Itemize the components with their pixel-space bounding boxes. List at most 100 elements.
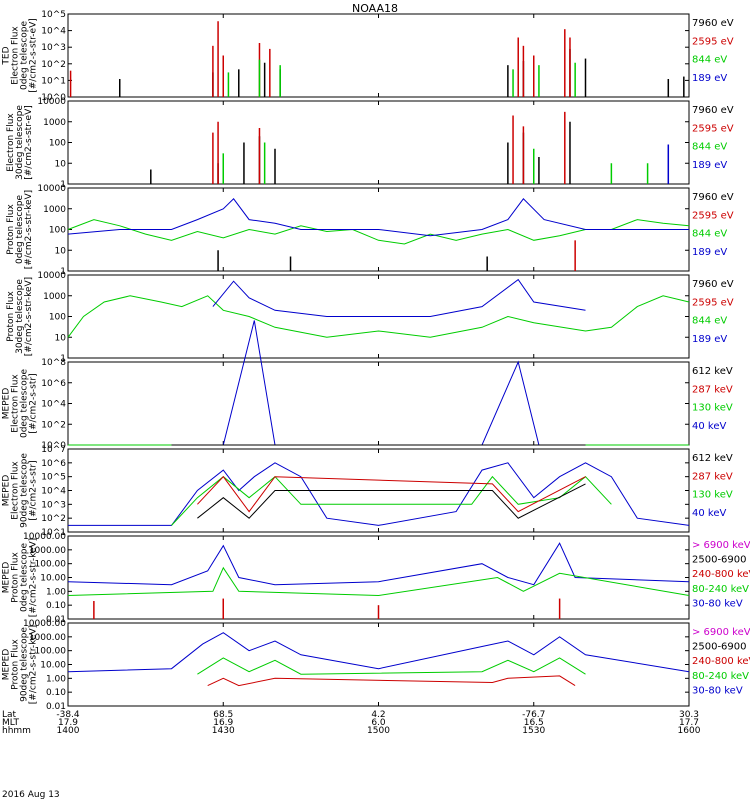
row-value: 30.3 xyxy=(679,710,699,720)
legend: > 6900 keV 2500-6900 keV 240-800 keV 80-240… xyxy=(692,540,750,609)
legend-entry: 2595 eV xyxy=(692,36,734,47)
legend: 612 keV 287 keV 130 keV 40 keV xyxy=(692,366,733,432)
legend-entry: > 6900 keV xyxy=(692,627,750,638)
y-tick-label: 100.00 xyxy=(35,560,67,570)
y-tick-label: 0.10 xyxy=(46,601,66,611)
series-line-30-80-kev xyxy=(67,542,690,586)
legend-entry: 30-80 keV xyxy=(692,598,743,609)
y-axis-label: MEPEDElectron Flux90deg telescope[#/cm2-… xyxy=(2,453,39,528)
y-tick-label: 1000 xyxy=(43,118,66,128)
series-line-844-ev xyxy=(67,295,690,338)
legend: 7960 eV 2595 eV 844 eV 189 eV xyxy=(692,192,734,258)
y-tick-label: 100 xyxy=(49,226,66,236)
legend-entry: 844 eV xyxy=(692,142,727,153)
y-tick-label: 0.01 xyxy=(46,702,66,712)
y-tick-label: 10000 xyxy=(37,184,66,194)
legend-entry: 240-800 keV xyxy=(692,569,750,580)
row-value: 68.5 xyxy=(213,710,233,720)
y-tick-label: 1000.00 xyxy=(29,546,66,556)
panel-frame xyxy=(67,361,690,446)
y-tick-label: 10000 xyxy=(37,271,66,281)
y-tick-label: 1 xyxy=(60,354,66,364)
legend-entry: 80-240 keV xyxy=(692,584,749,595)
y-tick-label: 10^0 xyxy=(41,441,66,451)
legend-entry: 844 eV xyxy=(692,55,727,66)
y-axis-label: Proton Flux0deg telescope[#/cm2-s-str-ke… xyxy=(6,190,34,269)
y-tick-label: 10^2 xyxy=(41,60,66,70)
y-tick-label: 0.01 xyxy=(46,615,66,625)
y-tick-label: 10^1 xyxy=(41,528,66,538)
row-value: 17.7 xyxy=(679,718,699,728)
row-value: 1500 xyxy=(367,726,390,736)
y-tick-label: 1000.00 xyxy=(29,633,66,643)
row-value: 6.0 xyxy=(371,718,386,728)
legend-entry: 612 keV xyxy=(692,366,733,377)
y-tick-label: 10 xyxy=(55,159,67,169)
time-axis-info: Lat -38.4 68.5 4.2 -76.7 30.3 MLT 17.9 16.9 6.0 16… xyxy=(2,710,701,736)
series-line-287-kev xyxy=(197,475,586,513)
y-tick-label: 1000 xyxy=(43,205,66,215)
y-tick-label: 100 xyxy=(49,313,66,323)
legend-entry: 130 keV xyxy=(692,490,733,501)
legend-entry: 7960 eV xyxy=(692,105,734,116)
y-tick-label: 10.00 xyxy=(40,661,66,671)
legend-entry: > 6900 keV xyxy=(692,540,750,551)
y-axis-label: MEPEDElectron Flux0deg telescope[#/cm2-s… xyxy=(2,369,39,439)
legend-entry: 189 eV xyxy=(692,334,727,345)
series-line-189-ev xyxy=(212,278,586,317)
row-value: 16.5 xyxy=(524,718,544,728)
legend-entry: 7960 eV xyxy=(692,18,734,29)
legend-entry: 7960 eV xyxy=(692,192,734,203)
y-tick-label: 10000.00 xyxy=(23,619,66,629)
y-tick-label: 10^7 xyxy=(41,445,66,455)
y-tick-label: 1000 xyxy=(43,292,66,302)
row-value: 1600 xyxy=(678,726,701,736)
legend-entry: 189 eV xyxy=(692,160,727,171)
legend-entry: 2595 eV xyxy=(692,123,734,134)
y-tick-label: 10^8 xyxy=(41,358,66,368)
panel-frame xyxy=(67,622,690,707)
legend-entry: 189 eV xyxy=(692,247,727,258)
y-tick-label: 10^6 xyxy=(41,379,66,389)
y-tick-label: 10^2 xyxy=(41,514,66,524)
panel-frame xyxy=(67,13,690,98)
row-value: 4.2 xyxy=(371,710,385,720)
y-tick-label: 1 xyxy=(60,267,66,277)
y-tick-label: 100.00 xyxy=(35,647,67,657)
series-line-844-ev xyxy=(67,219,690,245)
y-axis-label: MEPEDProton Flux90deg telescope[#/cm2-s-… xyxy=(2,625,39,704)
legend-entry: 287 keV xyxy=(692,471,733,482)
series-line-40-kev xyxy=(68,320,689,446)
legend-entry: 612 keV xyxy=(692,453,733,464)
legend: > 6900 keV 2500-6900 keV 240-800 keV 80-240… xyxy=(692,627,750,696)
row-value: 16.9 xyxy=(213,718,233,728)
y-tick-label: 10^4 xyxy=(41,27,66,37)
y-tick-label: 10^2 xyxy=(41,420,66,430)
legend: 7960 eV 2595 eV 844 eV 189 eV xyxy=(692,105,734,171)
y-axis-label: TEDElectron Flux0deg telescope[#/cm2-s-s… xyxy=(2,18,39,93)
row-value: -38.4 xyxy=(56,710,80,720)
series-line-612-kev xyxy=(197,483,586,519)
legend-entry: 844 eV xyxy=(692,316,727,327)
panel-7: 0.01 0.10 1.00 10.00 100.00 1000.00 10000.00ME… xyxy=(2,532,750,625)
legend-entry: 80-240 keV xyxy=(692,671,749,682)
legend-entry: 844 eV xyxy=(692,229,727,240)
legend-entry: 7960 eV xyxy=(692,279,734,290)
series-line-240-800-kev xyxy=(207,675,576,687)
row-value: 1430 xyxy=(212,726,235,736)
legend-entry: 240-800 keV xyxy=(692,656,750,667)
legend-entry: 2500-6900 keV xyxy=(692,555,750,566)
panel-frame xyxy=(67,100,690,185)
row-value: 17.9 xyxy=(58,718,78,728)
legend-entry: 2595 eV xyxy=(692,297,734,308)
y-tick-label: 1 xyxy=(60,180,66,190)
y-tick-label: 10 xyxy=(55,246,67,256)
row-value: 1530 xyxy=(522,726,545,736)
series-line-80-240-kev xyxy=(197,657,586,675)
panel-8: 0.01 0.10 1.00 10.00 100.00 1000.00 10000.00ME… xyxy=(2,619,750,712)
y-tick-label: 10^6 xyxy=(41,459,66,469)
